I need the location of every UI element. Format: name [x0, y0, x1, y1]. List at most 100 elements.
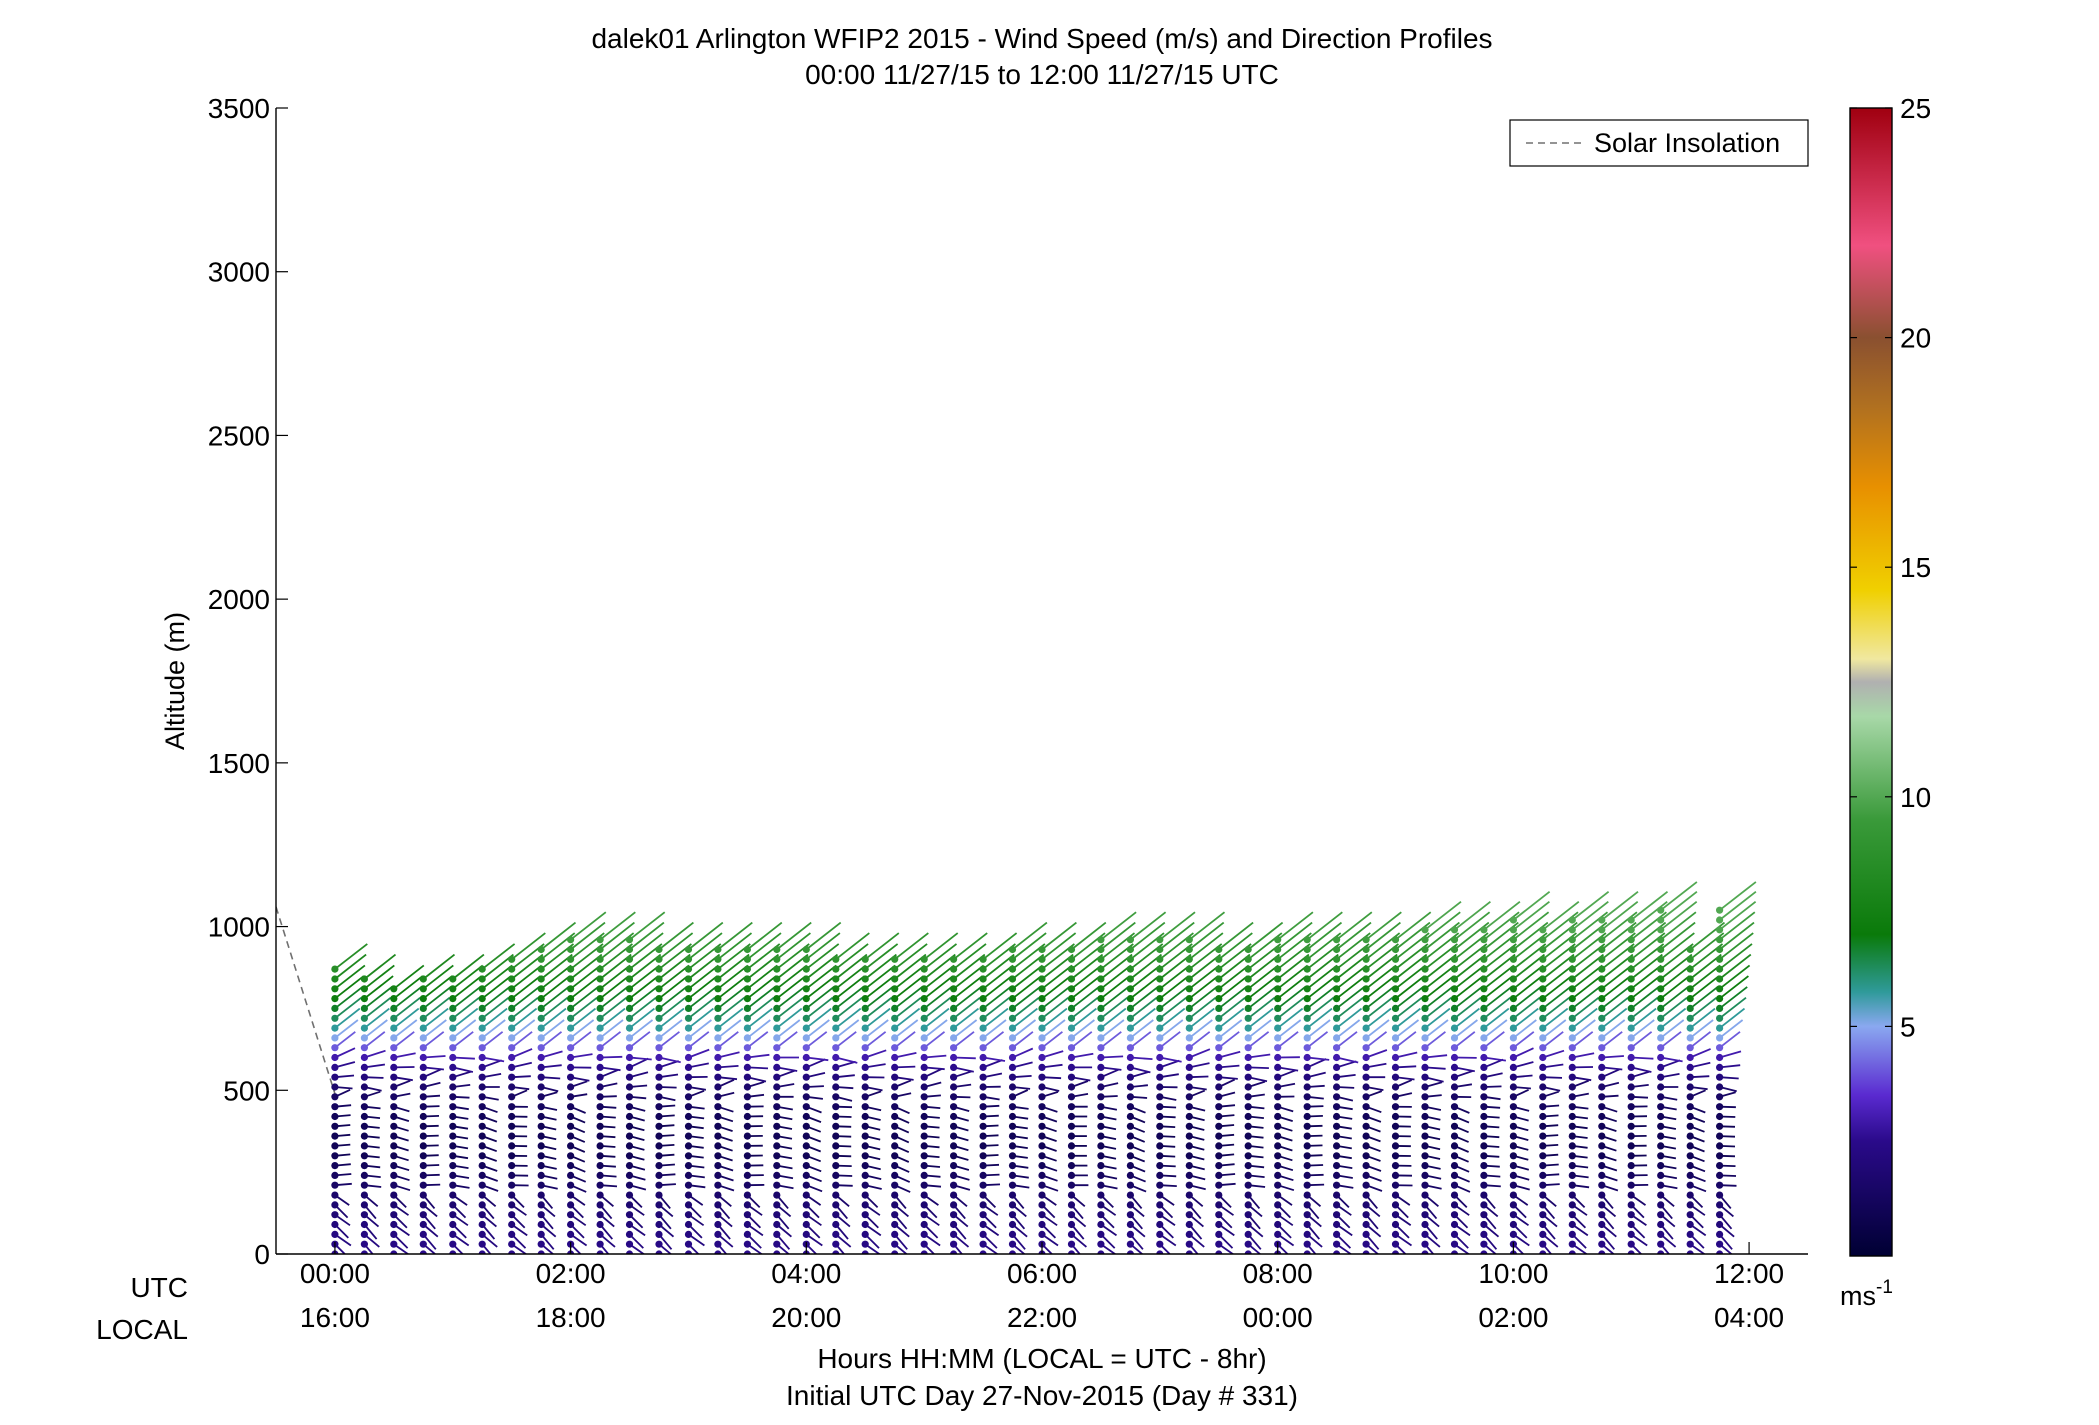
wind-point	[1686, 1073, 1694, 1081]
wind-point	[1627, 1122, 1635, 1130]
wind-point	[655, 1201, 663, 1209]
wind-point	[1391, 1053, 1400, 1062]
wind-point	[508, 1132, 516, 1140]
wind-point	[1156, 936, 1164, 944]
wind-barb	[1129, 1019, 1154, 1039]
legend: Solar Insolation	[1509, 119, 1809, 167]
wind-barb	[1571, 986, 1601, 1010]
wind-point	[1333, 1053, 1341, 1062]
wind-barb	[864, 986, 894, 1010]
wind-point	[684, 1044, 693, 1052]
wind-point	[419, 1171, 427, 1179]
wind-point	[1657, 926, 1665, 934]
wind-point	[1627, 955, 1635, 963]
wind-barb	[1218, 1253, 1221, 1254]
wind-point	[1303, 1053, 1311, 1062]
wind-point	[1421, 1220, 1429, 1229]
wind-point	[537, 1132, 545, 1140]
wind-point	[655, 1112, 663, 1121]
wind-point	[1362, 1230, 1370, 1238]
wind-point	[1421, 1240, 1429, 1248]
wind-point	[331, 1053, 339, 1062]
wind-barb	[1070, 986, 1100, 1010]
wind-point	[567, 1181, 575, 1189]
wind-point	[625, 1181, 634, 1189]
wind-point	[802, 1024, 810, 1032]
wind-point	[1450, 1181, 1459, 1189]
wind-point	[1303, 1142, 1311, 1150]
wind-barb	[452, 1056, 475, 1060]
wind-point	[360, 1142, 368, 1150]
wind-barb	[805, 986, 835, 1010]
wind-barb	[1336, 996, 1364, 1020]
wind-point	[419, 1162, 427, 1170]
wind-barb	[835, 1007, 862, 1029]
wind-point	[1480, 1004, 1488, 1013]
wind-barb	[599, 911, 636, 941]
wind-barb	[1070, 964, 1102, 990]
wind-point	[1686, 1004, 1694, 1013]
wind-point	[1627, 926, 1635, 934]
wind-point	[1215, 995, 1223, 1003]
wind-point	[1627, 1220, 1635, 1229]
wind-point	[625, 955, 634, 963]
wind-point	[1067, 1093, 1076, 1101]
wind-point	[1244, 955, 1252, 963]
wind-point	[979, 1083, 987, 1091]
wind-point	[1657, 995, 1665, 1003]
wind-point	[1038, 1181, 1046, 1189]
wind-point	[449, 1211, 457, 1219]
wind-point	[1274, 955, 1282, 963]
wind-barb	[1719, 900, 1757, 931]
wind-point	[1568, 1044, 1576, 1052]
wind-barb	[717, 932, 753, 961]
wind-barb	[1542, 1007, 1569, 1029]
wind-barb	[1306, 911, 1343, 941]
wind-barb	[511, 932, 546, 961]
wind-point	[508, 975, 516, 983]
wind-point	[1303, 1132, 1311, 1140]
wind-barb	[1719, 996, 1747, 1020]
wind-point	[861, 1201, 869, 1209]
wind-point	[1657, 985, 1665, 993]
wind-point	[331, 1181, 339, 1189]
wind-barb	[1512, 911, 1550, 941]
wind-point	[625, 975, 634, 983]
wind-point	[419, 1093, 427, 1101]
wind-point	[714, 1162, 722, 1170]
wind-barb	[511, 964, 543, 990]
wind-barb	[629, 1253, 631, 1254]
wind-barb	[1247, 964, 1279, 990]
wind-point	[1185, 1063, 1193, 1071]
wind-barb	[481, 975, 512, 1000]
wind-point	[920, 1053, 928, 1062]
wind-point	[1657, 1162, 1665, 1170]
wind-barb	[1011, 921, 1048, 951]
wind-barb	[1394, 1031, 1417, 1049]
wind-point	[419, 1132, 427, 1140]
wind-point	[1657, 916, 1665, 924]
wind-point	[508, 1230, 516, 1238]
wind-barb	[422, 986, 452, 1010]
wind-point	[714, 1171, 722, 1179]
wind-point	[625, 1004, 634, 1013]
wind-point	[655, 1132, 663, 1140]
wind-barb	[894, 932, 929, 961]
wind-point	[743, 995, 752, 1003]
wind-point	[802, 1014, 810, 1022]
wind-point	[1362, 1132, 1370, 1140]
wind-point	[360, 1171, 368, 1179]
wind-point	[1421, 1044, 1429, 1052]
wind-point	[920, 1250, 928, 1254]
wind-point	[1274, 1073, 1282, 1081]
wind-barb	[658, 975, 689, 1000]
wind-point	[1185, 1093, 1193, 1101]
wind-barb	[540, 1019, 565, 1039]
wind-barb	[1011, 996, 1040, 1020]
x-tick-label-local: 04:00	[1714, 1302, 1784, 1333]
wind-point	[920, 1112, 928, 1121]
wind-barb	[1336, 1007, 1363, 1029]
wind-point	[714, 1142, 722, 1150]
wind-point	[1274, 975, 1282, 983]
wind-point	[1716, 1122, 1724, 1130]
